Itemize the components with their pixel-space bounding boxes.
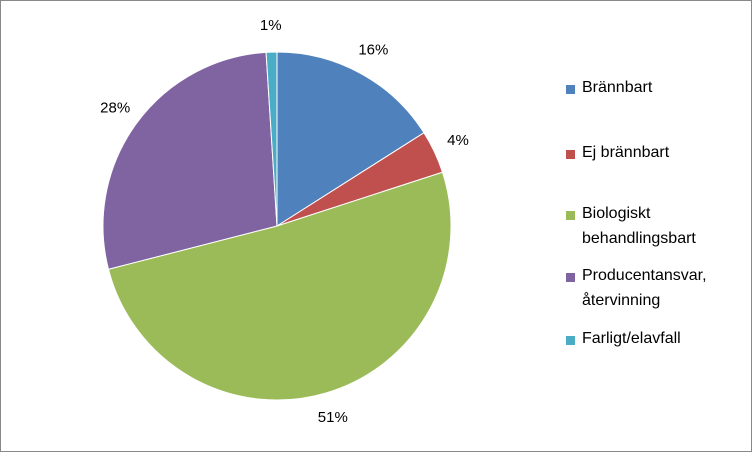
legend-swatch (566, 150, 575, 159)
pie-slice (276, 51, 425, 227)
legend-label: Producentansvar, återvinning (582, 267, 707, 309)
pie-slice (107, 171, 452, 401)
legend-label: Farligt/elavfall (582, 330, 681, 347)
legend-item: Ej brännbart (566, 144, 736, 165)
legend-item: Farligt/elavfall (566, 330, 736, 351)
legend-swatch (566, 336, 575, 345)
legend-item: Producentansvar, återvinning (566, 267, 736, 313)
legend-label: Biologiskt behandlingsbart (582, 205, 696, 247)
legend-item: Brännbart (566, 79, 736, 100)
legend-swatch (566, 273, 575, 282)
data-label: 51% (318, 409, 348, 426)
legend-label: Ej brännbart (582, 144, 670, 161)
pie-slice (265, 51, 278, 227)
legend-label: Brännbart (582, 79, 653, 96)
legend-swatch (566, 211, 575, 220)
data-label: 1% (260, 17, 282, 34)
data-label: 4% (447, 132, 469, 149)
data-label: 28% (100, 99, 130, 116)
legend-item: Biologiskt behandlingsbart (566, 205, 736, 251)
pie-slice (102, 51, 278, 270)
data-label: 16% (358, 42, 388, 59)
legend-swatch (566, 85, 575, 94)
